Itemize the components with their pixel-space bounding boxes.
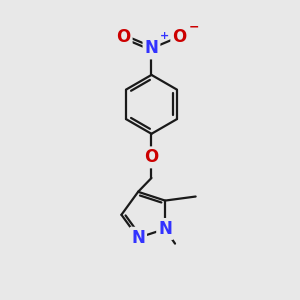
Text: O: O [172,28,187,46]
Text: O: O [144,148,159,166]
Text: N: N [145,39,158,57]
Text: O: O [116,28,130,46]
Text: −: − [189,20,200,33]
Text: N: N [158,220,172,238]
Text: +: + [160,31,169,41]
Text: N: N [131,229,145,247]
